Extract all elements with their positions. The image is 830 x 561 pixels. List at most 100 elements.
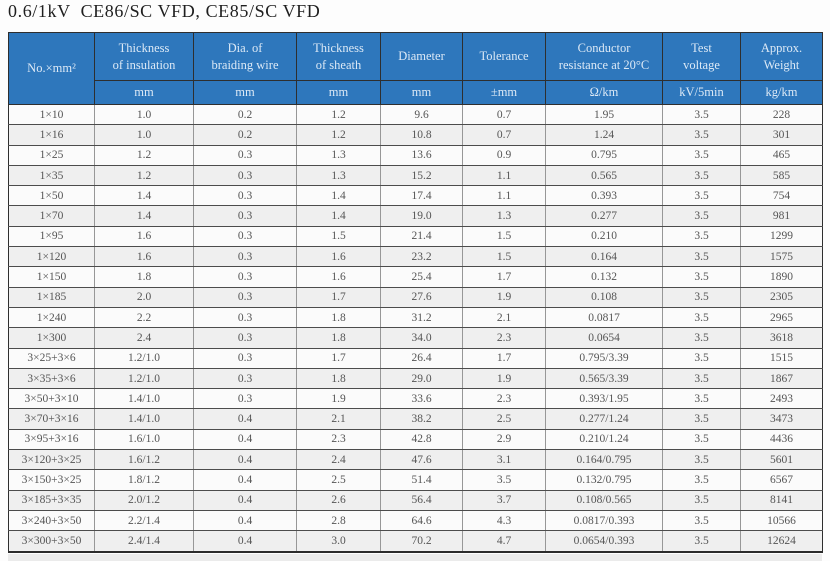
table-row: 3×240+3×50 2.2/1.4 0.4 2.8 64.6 4.3 0.0817/0.3…: [8, 509, 823, 532]
table-cell: 70.2: [380, 530, 463, 553]
table-cell: 1×300: [8, 327, 95, 349]
table-cell: 3.5: [662, 388, 741, 410]
table-cell: 3×35+3×6: [8, 367, 95, 390]
table-cell: 47.6: [380, 449, 463, 471]
table-row: 3×50+3×10 1.4/1.0 0.3 1.9 33.6 2.3 0.393/1.95 3…: [8, 388, 823, 410]
table-cell: 1.9: [462, 286, 546, 308]
table-cell: 0.4: [193, 449, 297, 471]
table-cell: 33.6: [380, 388, 463, 410]
table-cell: 23.2: [380, 246, 463, 268]
next-row-partial: [8, 554, 822, 561]
table-cell: 1515: [740, 347, 823, 369]
table-cell: 0.3: [193, 388, 297, 410]
table-cell: 56.4: [380, 489, 463, 511]
table-cell: 1.7: [296, 286, 381, 308]
table-cell: 1.6/1.2: [94, 449, 194, 471]
table-cell: 3.5: [662, 428, 741, 451]
col-header-size: No.×mm²: [8, 32, 95, 105]
table-cell: 1.7: [462, 347, 546, 369]
table-cell: 2.1: [462, 306, 546, 329]
table-cell: 3×95+3×16: [8, 428, 95, 451]
col-header-insulation-thickness: Thickness of insulation: [94, 32, 194, 81]
table-cell: 2305: [740, 286, 823, 308]
table-cell: 1.7: [462, 266, 546, 288]
table-cell: 0.3: [193, 286, 297, 308]
table-cell: 3×185+3×35: [8, 489, 95, 511]
col-header-sheath-thickness: Thickness of sheath: [296, 32, 381, 81]
table-cell: 0.3: [193, 367, 297, 390]
table-cell: 2.4/1.4: [94, 530, 194, 553]
table-cell: 3×25+3×6: [8, 347, 95, 369]
table-cell: 465: [740, 144, 823, 166]
table-cell: 1.6/1.0: [94, 428, 194, 451]
table-cell: 0.210: [545, 225, 663, 248]
table-cell: 17.4: [380, 185, 463, 207]
col-unit-approx-weight: kg/km: [740, 80, 823, 105]
table-cell: 0.164/0.795: [545, 449, 663, 471]
table-cell: 0.3: [193, 205, 297, 227]
table-cell: 2965: [740, 306, 823, 329]
table-cell: 1.2: [296, 103, 381, 126]
table-cell: 1.2/1.0: [94, 347, 194, 369]
table-cell: 3.5: [662, 347, 741, 369]
table-row: 3×95+3×16 1.6/1.0 0.4 2.3 42.8 2.9 0.210/1.24 3…: [8, 428, 823, 451]
table-cell: 3.5: [662, 367, 741, 390]
table-cell: 0.3: [193, 185, 297, 207]
table-cell: 1×16: [8, 124, 95, 146]
table-cell: 301: [740, 124, 823, 146]
table-row: 3×35+3×6 1.2/1.0 0.3 1.8 29.0 1.9 0.565/3.39 3.…: [8, 367, 823, 390]
col-unit-braiding-wire-dia: mm: [193, 80, 297, 105]
table-cell: 1.5: [462, 246, 546, 268]
col-unit-insulation-thickness: mm: [94, 80, 194, 105]
table-cell: 0.0654/0.393: [545, 530, 663, 553]
table-cell: 3.5: [662, 205, 741, 227]
table-cell: 2.3: [462, 327, 546, 349]
table-cell: 3.5: [662, 306, 741, 329]
header-label-row: No.×mm² Thickness of insulation Dia. of …: [8, 32, 823, 105]
table-cell: 1.6: [94, 225, 194, 248]
table-cell: 1.6: [296, 266, 381, 288]
table-cell: 5601: [740, 449, 823, 471]
table-cell: 15.2: [380, 164, 463, 187]
header-unit-row: mm mm mm mm ±mm Ω/km kV/5min kg/km: [9, 80, 823, 105]
table-cell: 1.3: [296, 164, 381, 187]
table-cell: 3.5: [662, 530, 741, 553]
table-cell: 1.24: [545, 124, 663, 146]
table-cell: 3×50+3×10: [8, 388, 95, 410]
col-header-braiding-wire-dia: Dia. of braiding wire: [193, 32, 297, 81]
table-cell: 1.8: [94, 266, 194, 288]
col-unit-diameter: mm: [380, 80, 463, 105]
table-cell: 3.5: [662, 124, 741, 146]
table-cell: 1.4: [296, 185, 381, 207]
page-title: 0.6/1kV CE86/SC VFD, CE85/SC VFD: [8, 1, 321, 21]
table-cell: 1.8: [296, 367, 381, 390]
table-cell: 0.565: [545, 164, 663, 187]
table-cell: 2.2/1.4: [94, 509, 194, 532]
table-cell: 3.5: [662, 246, 741, 268]
table-cell: 3.5: [662, 449, 741, 471]
table-cell: 1.9: [296, 388, 381, 410]
table-row: 1×70 1.4 0.3 1.4 19.0 1.3 0.277 3.5 981: [8, 205, 823, 227]
table-cell: 981: [740, 205, 823, 227]
col-header-diameter: Diameter: [380, 32, 463, 81]
table-cell: 1.5: [462, 225, 546, 248]
table-cell: 0.3: [193, 327, 297, 349]
table-cell: 1.8: [296, 327, 381, 349]
table-cell: 3.5: [662, 489, 741, 511]
table-cell: 1.2/1.0: [94, 367, 194, 390]
table-cell: 34.0: [380, 327, 463, 349]
table-cell: 1.2: [94, 144, 194, 166]
table-cell: 3.5: [462, 469, 546, 491]
table-cell: 51.4: [380, 469, 463, 491]
table-cell: 3.5: [662, 327, 741, 349]
table-cell: 29.0: [380, 367, 463, 390]
col-unit-test-voltage: kV/5min: [662, 80, 741, 105]
table-cell: 42.8: [380, 428, 463, 451]
table-cell: 0.277: [545, 205, 663, 227]
col-header-approx-weight: Approx. Weight: [740, 32, 823, 81]
table-row: 1×150 1.8 0.3 1.6 25.4 1.7 0.132 3.5 1890: [8, 266, 823, 288]
table-cell: 0.3: [193, 347, 297, 369]
table-cell: 3×150+3×25: [8, 469, 95, 491]
table-cell: 0.393/1.95: [545, 388, 663, 410]
table-cell: 0.393: [545, 185, 663, 207]
